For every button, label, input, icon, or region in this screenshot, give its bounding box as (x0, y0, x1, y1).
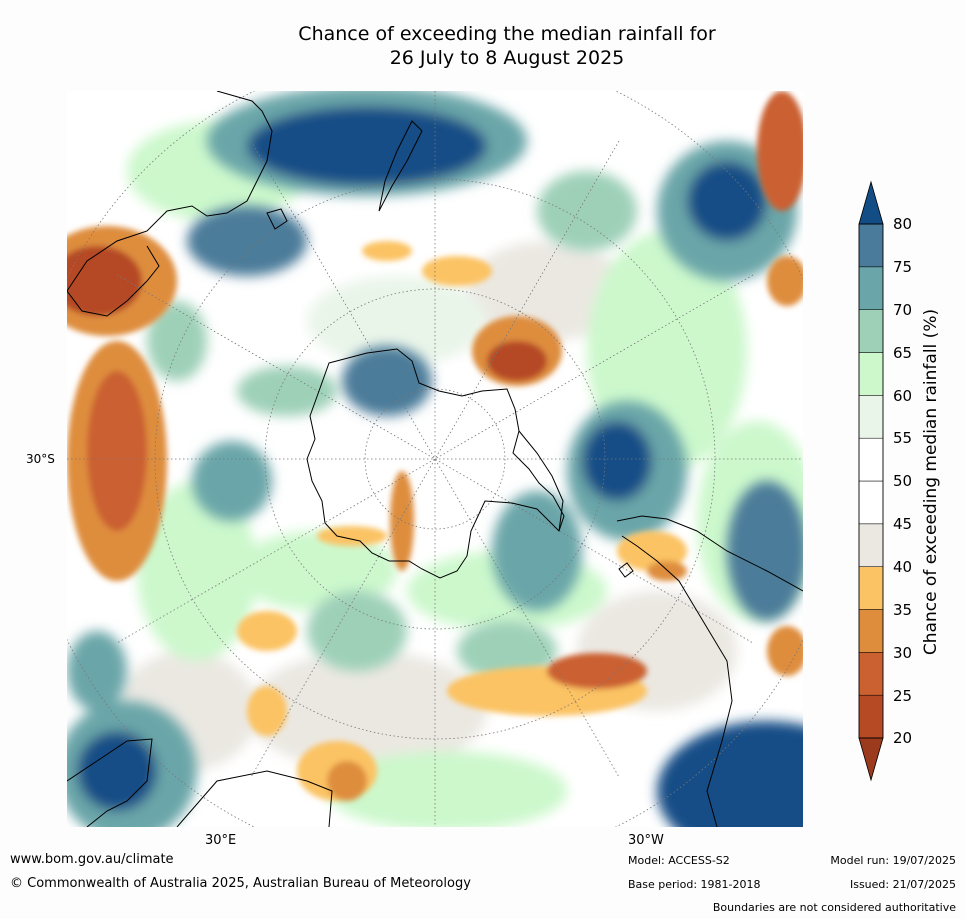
africa-south (176, 770, 333, 827)
colorbar-tick-75: 75 (893, 258, 913, 276)
dry-anomalies (67, 91, 803, 801)
title-line-1: Chance of exceeding the median rainfall … (298, 23, 716, 45)
colorbar-tick-25: 25 (893, 687, 913, 705)
colorbar-outline (858, 223, 884, 739)
colorbar-segment (858, 352, 884, 396)
colorbar-tick-35: 35 (893, 601, 913, 619)
colorbar-segments (858, 223, 884, 739)
colorbar-tick-45: 45 (893, 515, 913, 533)
coastlines (67, 91, 803, 827)
colorbar-tick-30: 30 (893, 644, 913, 662)
footer-url[interactable]: www.bom.gov.au/climate (10, 852, 174, 867)
colorbar-tick-40: 40 (893, 558, 913, 576)
colorbar-tick-20: 20 (893, 729, 913, 747)
lat-label-30s: 30°S (26, 452, 55, 466)
colorbar-tick-50: 50 (893, 472, 913, 490)
footer-copyright: © Commonwealth of Australia 2025, Austra… (10, 876, 471, 891)
new-zealand-coast (378, 120, 423, 212)
colorbar-segment (858, 523, 884, 567)
lon-label-30w: 30°W (628, 833, 664, 848)
title-line-2: 26 July to 8 August 2025 (389, 47, 625, 69)
colorbar (858, 180, 884, 782)
colorbar-segment (858, 437, 884, 482)
colorbar-segment (858, 266, 884, 310)
colorbar-top-arrow (858, 180, 884, 225)
colorbar-segment (858, 652, 884, 696)
colorbar-segment (858, 309, 884, 353)
colorbar-tick-70: 70 (893, 301, 913, 319)
africa-coast (67, 738, 153, 827)
wet-anomalies (67, 91, 803, 827)
colorbar-tick-80: 80 (893, 215, 913, 233)
colorbar-segment (858, 480, 884, 525)
footer-model: Model: ACCESS-S2 (628, 854, 730, 867)
australia-south-coast (67, 245, 160, 317)
colorbar-segment (858, 694, 884, 739)
colorbar-label: Chance of exceeding median rainfall (%) (921, 308, 941, 656)
map-title: Chance of exceeding the median rainfall … (0, 22, 965, 70)
colorbar-tick-65: 65 (893, 344, 913, 362)
peninsula-coast (518, 430, 564, 532)
colorbar-segment (858, 223, 884, 268)
australia-coast (67, 91, 273, 292)
south-america-east (621, 535, 733, 827)
footer-issued: Issued: 21/07/2025 (849, 878, 956, 891)
colorbar-segment (858, 566, 884, 610)
footer-disclaimer: Boundaries are not considered authoritat… (712, 901, 956, 914)
colorbar-tick-55: 55 (893, 429, 913, 447)
polar-map (67, 91, 803, 827)
antarctica-coast (306, 348, 565, 579)
footer-model-run: Model run: 19/07/2025 (830, 854, 956, 867)
map-canvas (67, 91, 803, 827)
tasmania-coast (266, 208, 288, 230)
falklands-coast (618, 562, 634, 578)
lon-label-30e: 30°E (205, 833, 237, 848)
south-america-coast (616, 515, 803, 592)
footer-base-period: Base period: 1981-2018 (628, 878, 761, 891)
colorbar-bottom-arrow (858, 737, 884, 782)
colorbar-tick-60: 60 (893, 387, 913, 405)
colorbar-segment (858, 609, 884, 653)
colorbar-segment (858, 395, 884, 439)
